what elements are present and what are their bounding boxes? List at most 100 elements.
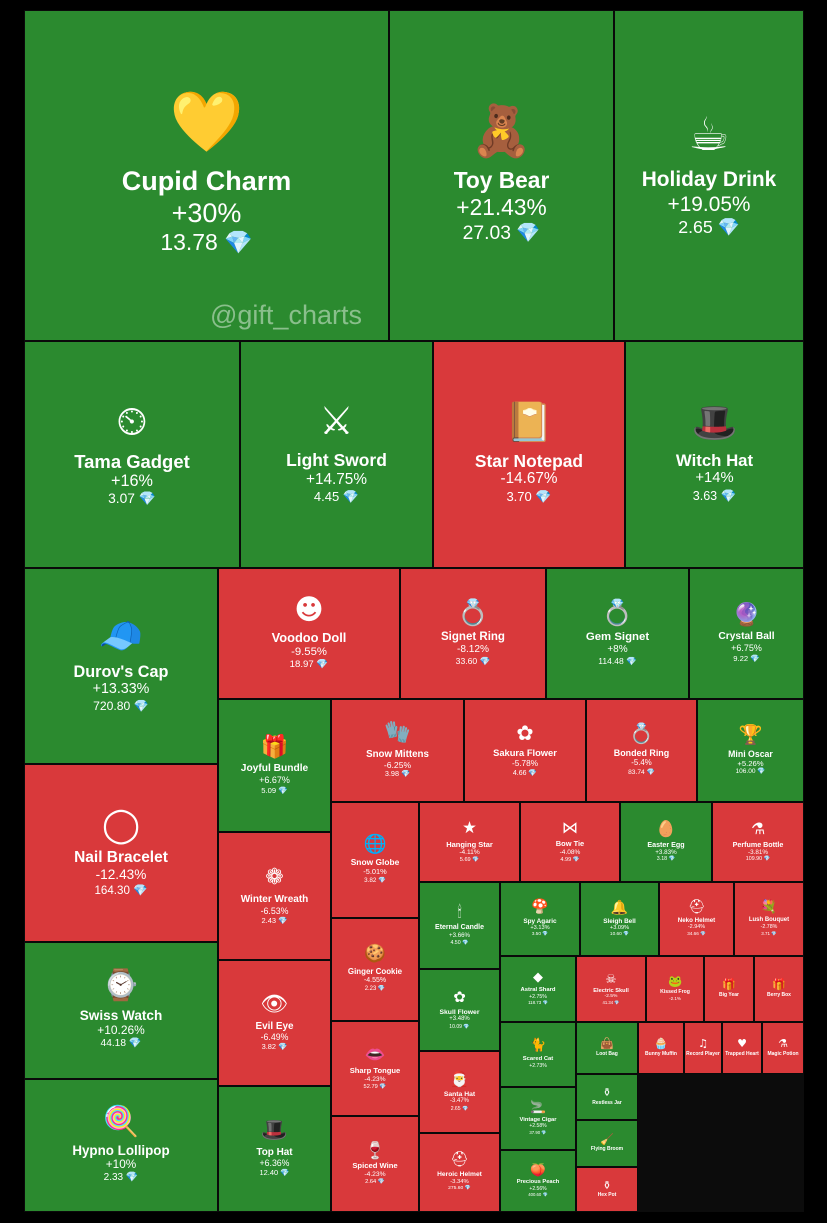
tile-price-value: 114.48 xyxy=(598,655,627,666)
bundle-icon: 🎁 xyxy=(260,733,289,760)
tile-name: Snow Globe xyxy=(350,857,400,868)
tile-name: Mini Oscar xyxy=(728,748,773,759)
tile-name: Toy Bear xyxy=(453,167,550,194)
tile-price: 10.09 💎 xyxy=(449,1024,469,1030)
tile-bunny-muffin: 🧁 Bunny Muffin xyxy=(638,1022,684,1074)
top-hat-icon: 🎩 xyxy=(260,1118,289,1144)
gem-icon: 💎 xyxy=(125,1172,139,1184)
tile-change: +14% xyxy=(695,469,734,486)
tile-scared-cat: 🐈 Scared Cat +2.73% xyxy=(500,1022,576,1087)
gem-icon: 💎 xyxy=(528,768,538,777)
santa-hat-icon: 🎅 xyxy=(450,1070,469,1089)
tile-price-value: 3.98 xyxy=(384,769,402,779)
tile-change: +16% xyxy=(111,472,153,490)
tile-star-notepad: 📔 Star Notepad -14.67% 3.70 💎 xyxy=(433,341,625,568)
tile-name: Record Player xyxy=(686,1050,720,1057)
gem-ring-icon: 💍 xyxy=(601,597,634,627)
tile-price: 3.07 💎 xyxy=(108,491,156,508)
cookie-icon: 🍪 xyxy=(364,943,386,964)
gem-icon: 💎 xyxy=(377,1179,385,1186)
tile-top-hat: 🎩 Top Hat +6.36% 12.40 💎 xyxy=(218,1086,331,1212)
tile-price-value: 4.66 xyxy=(512,769,529,777)
tile-price: 27.03 💎 xyxy=(463,221,541,245)
bracelet-icon: ◯ xyxy=(101,804,141,845)
shard-icon: ◆ xyxy=(533,970,543,986)
tile-ginger-cookie: 🍪 Ginger Cookie -4.55% 2.23 💎 xyxy=(331,918,419,1021)
tile-name: Big Year xyxy=(719,991,739,998)
tile-change: -2.5% xyxy=(604,993,618,1000)
tile-price: 114.48 💎 xyxy=(598,656,636,667)
tile-easter-egg: 🥚 Easter Egg +3.83% 3.18 💎 xyxy=(620,802,712,882)
tile-change: -5.01% xyxy=(363,866,387,876)
tile-change: +10% xyxy=(105,1158,137,1172)
gem-icon: 💎 xyxy=(138,491,156,508)
tile-precious-peach: 🍑 Precious Peach +2.56% 400.60 💎 xyxy=(500,1150,576,1212)
gem-icon: 💎 xyxy=(472,857,480,863)
tile-change: +2.73% xyxy=(529,1062,547,1069)
tile-change: -3.81% xyxy=(748,848,768,856)
tile-name: Flying Broom xyxy=(590,1146,624,1153)
tile-price: 52.79 💎 xyxy=(364,1084,387,1091)
gem-icon: 💎 xyxy=(771,931,777,937)
tile-name: Bunny Muffin xyxy=(645,1050,677,1057)
tile-santa-hat: 🎅 Santa Hat -3.47% 2.65 💎 xyxy=(419,1051,500,1133)
tamagotchi-icon: ⏲ xyxy=(116,396,148,445)
tile-name: Ginger Cookie xyxy=(347,967,403,977)
cigar-icon: 🚬 xyxy=(530,1099,546,1115)
gem-icon: 💎 xyxy=(224,230,253,257)
gem-icon: 💎 xyxy=(278,916,288,926)
lips-icon: 👄 xyxy=(364,1044,386,1065)
player-icon: ♫ xyxy=(698,1037,708,1051)
tile-tama-gadget: ⏲ Tama Gadget +16% 3.07 💎 xyxy=(24,341,240,568)
gem-icon: 💎 xyxy=(401,769,411,779)
tile-name: Electric Skull xyxy=(593,987,629,994)
gem-icon: 💎 xyxy=(516,220,541,244)
bag-icon: 👜 xyxy=(600,1037,614,1051)
gem-icon: 💎 xyxy=(377,984,386,992)
tile-price-value: 3.71 xyxy=(761,930,772,936)
gift-icon: 🎁 xyxy=(722,978,736,992)
tile-price-value: 37.90 xyxy=(529,1129,542,1135)
gem-icon: 💎 xyxy=(342,489,360,505)
gem-icon: 💎 xyxy=(280,1167,290,1177)
tile-change: -4.08% xyxy=(559,849,581,857)
tile-change: -6.25% xyxy=(383,759,412,770)
tile-price-value: 2.43 xyxy=(261,916,279,926)
tile-name: Berry Box xyxy=(767,991,791,998)
eye-icon: 👁 xyxy=(260,992,289,1018)
tile-change: +30% xyxy=(171,198,242,229)
gem-icon: 💎 xyxy=(541,1130,547,1136)
tile-name: Restless Jar xyxy=(592,1099,622,1106)
tile-name: Eternal Candle xyxy=(435,924,484,932)
tile-snow-globe: 🌐 Snow Globe -5.01% 3.82 💎 xyxy=(331,802,419,918)
tile-name: Snow Mittens xyxy=(366,748,429,760)
tile-trapped-heart: ♥ Trapped Heart xyxy=(722,1022,762,1074)
gem-icon: 💎 xyxy=(542,931,549,937)
tile-crystal-ball: 🔮 Crystal Ball +6.75% 9.22 💎 xyxy=(689,568,804,699)
tile-signet-ring: 💍 Signet Ring -8.12% 33.60 💎 xyxy=(400,568,546,699)
tile-price: 4.66 💎 xyxy=(513,769,537,778)
tile-price: 3.71 💎 xyxy=(761,931,777,937)
tile-price: 3.98 💎 xyxy=(384,769,411,779)
tile-bonded-ring: 💍 Bonded Ring -5.4% 83.74 💎 xyxy=(586,699,697,802)
star-icon: ★ xyxy=(462,818,477,838)
tile-kissed-frog: 🐸 Kissed Frog -2.1% xyxy=(646,956,704,1022)
gem-icon: 💎 xyxy=(463,1023,470,1030)
tile-price: 106.00 💎 xyxy=(736,767,766,776)
tile-sharp-tongue: 👄 Sharp Tongue -4.23% 52.79 💎 xyxy=(331,1021,419,1116)
tile-lush-bouquet: 💐 Lush Bouquet -2.78% 3.71 💎 xyxy=(734,882,804,956)
tile-name: Holiday Drink xyxy=(641,168,777,191)
trophy-icon: 🏆 xyxy=(738,723,763,747)
tile-spiced-wine: 🍷 Spiced Wine -4.23% 2.64 💎 xyxy=(331,1116,419,1212)
tile-loot-bag: 👜 Loot Bag xyxy=(576,1022,638,1074)
mittens-icon: 🧤 xyxy=(384,720,411,746)
tile-price: 109.90 💎 xyxy=(746,856,770,862)
mushroom-icon: 🍄 xyxy=(531,899,549,916)
tile-price: 83.74 💎 xyxy=(628,768,655,777)
tile-price: 9.22 💎 xyxy=(733,654,760,663)
tile-price: 3.82 💎 xyxy=(364,877,386,885)
tile-change: -4.23% xyxy=(364,1075,386,1083)
tile-name: Loot Bag xyxy=(596,1050,618,1057)
tile-price: 10.60 💎 xyxy=(610,932,629,938)
lollipop-icon: 🍭 xyxy=(102,1103,140,1138)
